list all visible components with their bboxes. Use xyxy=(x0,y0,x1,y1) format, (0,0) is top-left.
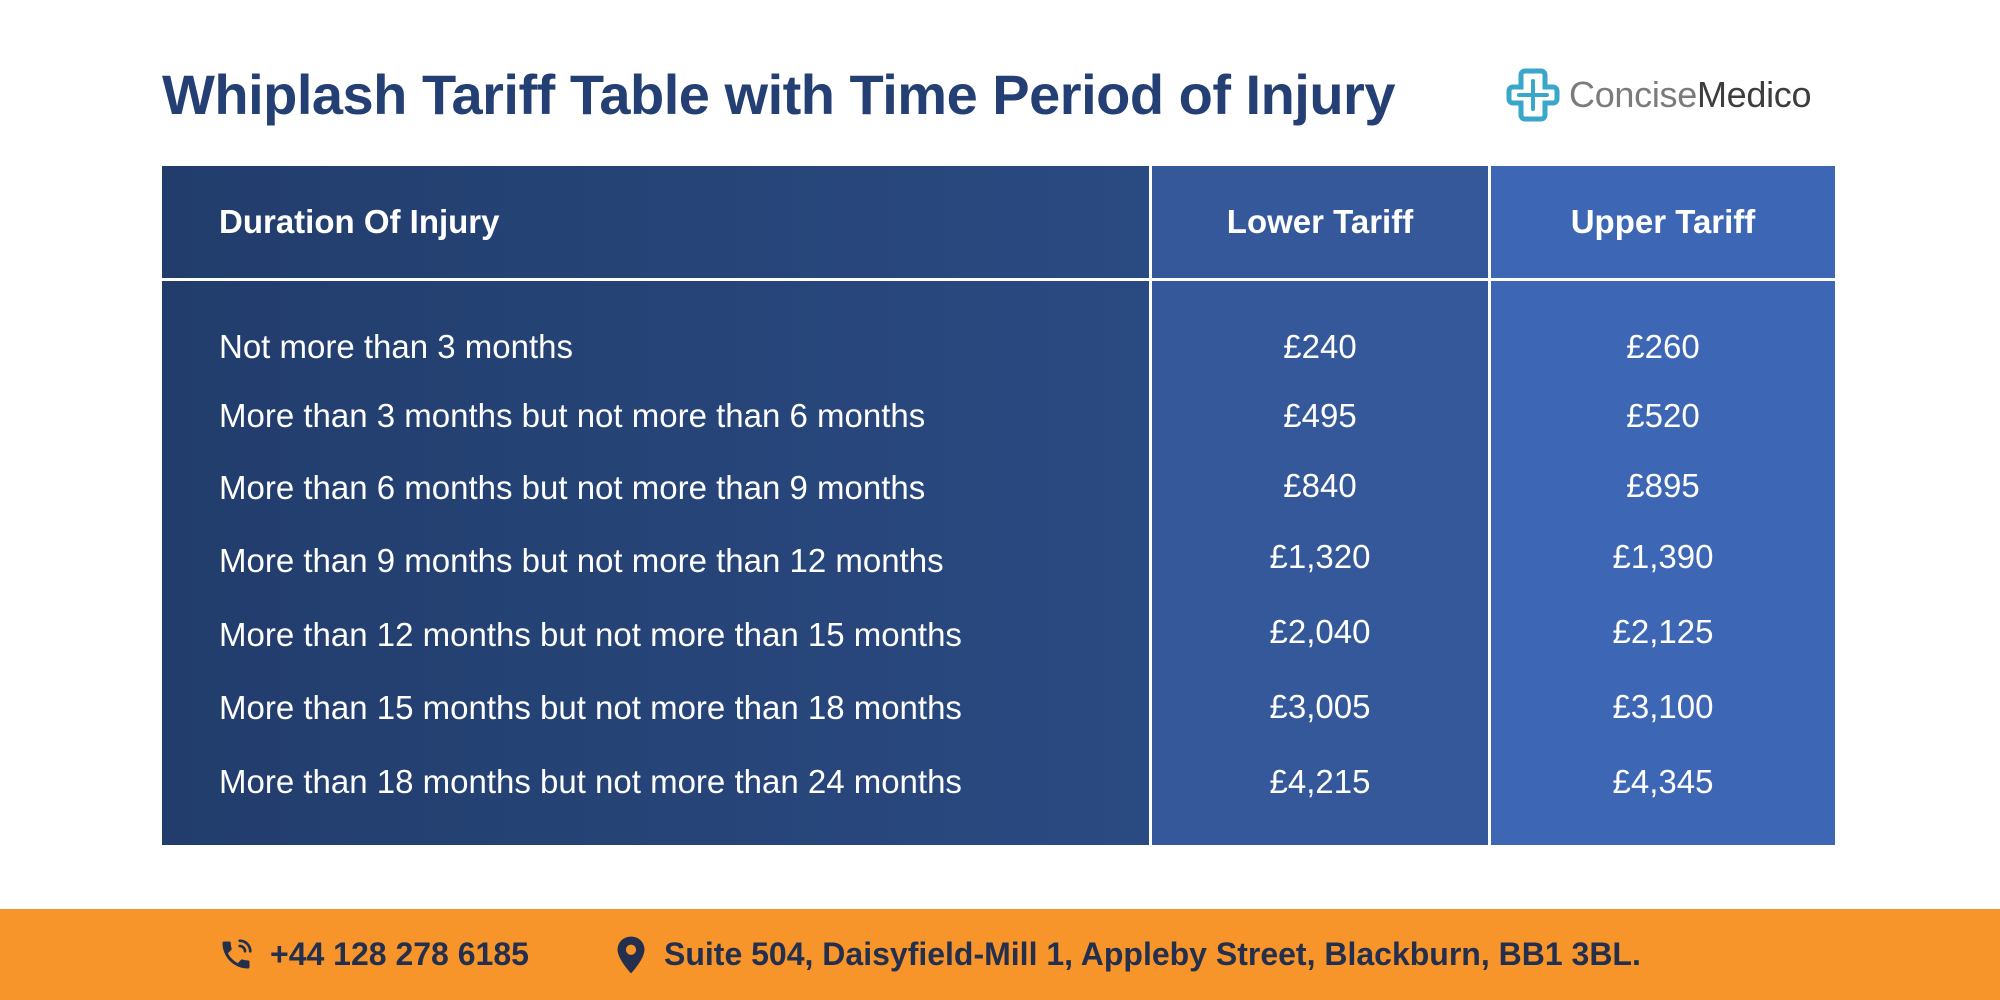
column-divider xyxy=(1149,166,1152,278)
duration-column: Not more than 3 months More than 3 month… xyxy=(162,281,1149,845)
location-pin-icon xyxy=(617,936,645,973)
phone-contact[interactable]: +44 128 278 6185 xyxy=(218,909,529,1000)
upper-tariff-column: £260 £520 £895 £1,390 £2,125 £3,100 £4,3… xyxy=(1491,281,1835,845)
upper-tariff-cell: £520 xyxy=(1626,397,1700,434)
brand-name: ConciseMedico xyxy=(1569,74,1812,116)
lower-tariff-cell: £1,320 xyxy=(1269,538,1371,575)
header-divider xyxy=(1488,278,1491,281)
header-divider xyxy=(1149,278,1152,281)
lower-tariff-cell: £840 xyxy=(1283,467,1357,504)
upper-tariff-cell: £260 xyxy=(1626,328,1700,365)
header-divider xyxy=(1491,278,1835,281)
contact-footer: +44 128 278 6185 Suite 504, Daisyfield-M… xyxy=(0,909,2000,1000)
lower-tariff-column: £240 £495 £840 £1,320 £2,040 £3,005 £4,2… xyxy=(1152,281,1488,845)
column-divider xyxy=(1488,166,1491,278)
brand-name-part2: Medico xyxy=(1696,74,1812,115)
tariff-table: Duration Of Injury Lower Tariff Upper Ta… xyxy=(162,166,1835,845)
lower-tariff-cell: £3,005 xyxy=(1269,688,1371,725)
upper-tariff-cell: £895 xyxy=(1626,467,1700,504)
column-divider xyxy=(1488,281,1491,845)
brand-name-part1: Concise xyxy=(1569,74,1697,115)
upper-tariff-cell: £1,390 xyxy=(1612,538,1714,575)
header-duration: Duration Of Injury xyxy=(162,166,1149,278)
brand-logo: ConciseMedico xyxy=(1505,64,1812,126)
phone-icon xyxy=(222,938,252,968)
lower-tariff-cell: £2,040 xyxy=(1269,613,1371,650)
page-title: Whiplash Tariff Table with Time Period o… xyxy=(162,63,1396,126)
lower-tariff-cell: £495 xyxy=(1283,397,1357,434)
upper-tariff-cell: £3,100 xyxy=(1612,688,1714,725)
phone-number: +44 128 278 6185 xyxy=(270,936,529,972)
cross-logo-icon xyxy=(1506,68,1560,122)
upper-tariff-cell: £2,125 xyxy=(1612,613,1714,650)
duration-cell: More than 15 months but not more than 18… xyxy=(219,689,962,726)
lower-tariff-cell: £240 xyxy=(1283,328,1357,365)
duration-cell: More than 18 months but not more than 24… xyxy=(219,763,962,800)
lower-tariff-cell: £4,215 xyxy=(1269,763,1371,800)
header-lower-tariff: Lower Tariff xyxy=(1152,166,1488,278)
header-upper-tariff: Upper Tariff xyxy=(1491,166,1835,278)
upper-tariff-cell: £4,345 xyxy=(1612,763,1714,800)
address-contact: Suite 504, Daisyfield-Mill 1, Appleby St… xyxy=(614,909,1641,1000)
duration-cell: More than 12 months but not more than 15… xyxy=(219,616,962,653)
header-divider xyxy=(1152,278,1488,281)
column-divider xyxy=(1149,281,1152,845)
header-divider xyxy=(162,278,1149,281)
address-text: Suite 504, Daisyfield-Mill 1, Appleby St… xyxy=(664,936,1641,972)
duration-cell: More than 3 months but not more than 6 m… xyxy=(219,397,926,434)
duration-cell: Not more than 3 months xyxy=(219,328,574,365)
duration-cell: More than 9 months but not more than 12 … xyxy=(219,542,944,579)
duration-cell: More than 6 months but not more than 9 m… xyxy=(219,469,926,506)
